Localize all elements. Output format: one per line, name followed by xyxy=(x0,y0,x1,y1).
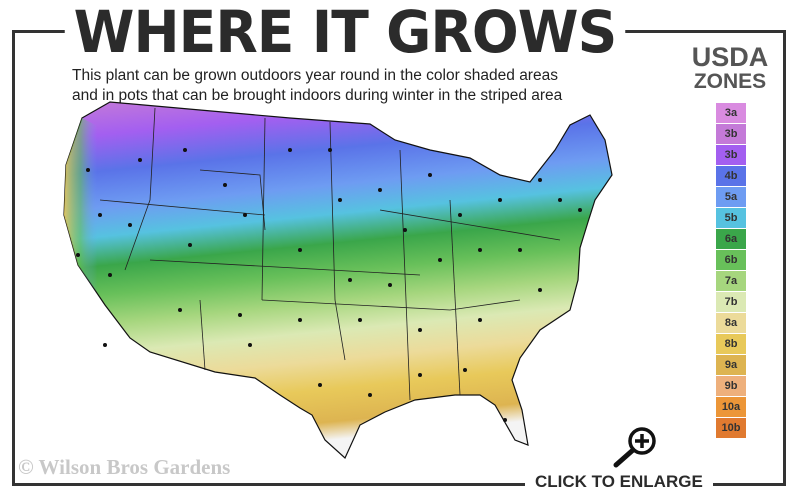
legend-title: USDA ZONES xyxy=(680,44,780,96)
city-dot xyxy=(438,258,442,262)
city-dot xyxy=(138,158,142,162)
legend-zone-5a: 5a xyxy=(716,187,746,207)
legend-zone-5b: 5b xyxy=(716,208,746,228)
city-dot xyxy=(538,288,542,292)
legend-zone-7b: 7b xyxy=(716,292,746,312)
city-dot xyxy=(368,393,372,397)
legend-zone-9a: 9a xyxy=(716,355,746,375)
legend-zone-8a: 8a xyxy=(716,313,746,333)
usda-zone-map[interactable] xyxy=(50,95,620,465)
legend-zone-3b: 3b xyxy=(716,124,746,144)
legend-zone-9b: 9b xyxy=(716,376,746,396)
city-dot xyxy=(403,228,407,232)
legend-zone-3b: 3b xyxy=(716,145,746,165)
city-dot xyxy=(288,148,292,152)
subtitle-line-1: This plant can be grown outdoors year ro… xyxy=(72,67,558,84)
legend-zone-3a: 3a xyxy=(716,103,746,123)
legend-zone-10b: 10b xyxy=(716,418,746,438)
city-dot xyxy=(538,178,542,182)
city-dot xyxy=(338,198,342,202)
zone-legend: 3a 3b 3b 4b 5a 5b 6a 6b 7a 7b 8a 8b 9a 9b 10a 10b xyxy=(716,103,746,439)
city-dot xyxy=(86,168,90,172)
subtitle-line-2: and in pots that can be brought indoors … xyxy=(72,87,563,104)
city-dot xyxy=(478,318,482,322)
city-dot xyxy=(128,223,132,227)
legend-zone-4b: 4b xyxy=(716,166,746,186)
legend-zone-6b: 6b xyxy=(716,250,746,270)
city-dot xyxy=(238,313,242,317)
city-dot xyxy=(578,208,582,212)
city-dot xyxy=(498,198,502,202)
copyright-watermark: © Wilson Bros Gardens xyxy=(18,455,231,479)
city-dot xyxy=(478,248,482,252)
city-dot xyxy=(318,383,322,387)
legend-zone-10a: 10a xyxy=(716,397,746,417)
city-dot xyxy=(178,308,182,312)
city-dot xyxy=(188,243,192,247)
city-dot xyxy=(358,318,362,322)
city-dot xyxy=(248,343,252,347)
city-dot xyxy=(108,273,112,277)
legend-zone-8b: 8b xyxy=(716,334,746,354)
city-dot xyxy=(103,343,107,347)
city-dot xyxy=(223,183,227,187)
legend-zone-6a: 6a xyxy=(716,229,746,249)
city-dot xyxy=(348,278,352,282)
us-outline xyxy=(63,101,613,459)
city-dot xyxy=(76,253,80,257)
click-to-enlarge-button[interactable]: CLICK TO ENLARGE xyxy=(525,472,713,492)
city-dot xyxy=(558,198,562,202)
city-dot xyxy=(418,328,422,332)
city-dot xyxy=(428,173,432,177)
west-coast-band xyxy=(64,118,175,352)
subtitle: This plant can be grown outdoors year ro… xyxy=(72,66,632,106)
city-dot xyxy=(518,248,522,252)
city-dot xyxy=(378,188,382,192)
city-dot xyxy=(243,213,247,217)
city-dot xyxy=(463,368,467,372)
city-dot xyxy=(183,148,187,152)
magnifier-plus-icon[interactable] xyxy=(608,425,664,469)
page-title: WHERE IT GROWS xyxy=(64,2,626,62)
city-dot xyxy=(328,148,332,152)
city-dot xyxy=(298,318,302,322)
city-dots xyxy=(76,148,582,422)
legend-zone-7a: 7a xyxy=(716,271,746,291)
city-dot xyxy=(458,213,462,217)
city-dot xyxy=(98,213,102,217)
city-dot xyxy=(298,248,302,252)
state-borders xyxy=(99,107,561,401)
city-dot xyxy=(418,373,422,377)
city-dot xyxy=(503,418,507,422)
city-dot xyxy=(388,283,392,287)
